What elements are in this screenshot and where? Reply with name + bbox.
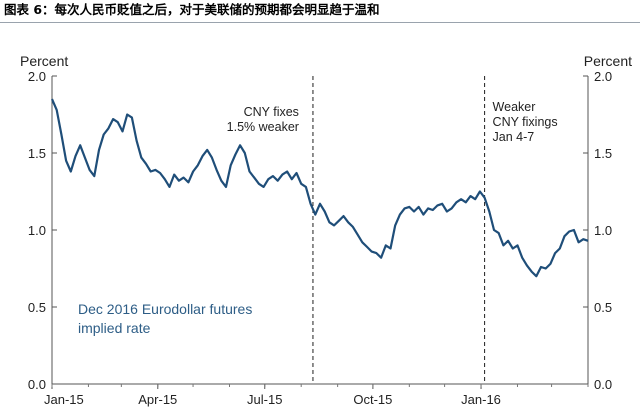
x-tick-label: Jan-16 bbox=[461, 392, 501, 407]
series-line-eurodollar bbox=[50, 98, 589, 278]
event-marker-label: CNY fixings bbox=[493, 115, 558, 129]
title-rule bbox=[0, 22, 640, 23]
y-axis-right: 0.0 0.5 1.0 1.5 2.0 bbox=[583, 69, 612, 392]
y-tick-label-right: 2.0 bbox=[594, 69, 612, 84]
y-axis-right-unit: Percent bbox=[584, 53, 632, 69]
y-tick-label-left: 1.5 bbox=[28, 146, 46, 161]
y-tick-label-right: 0.0 bbox=[594, 377, 612, 392]
x-tick-label: Jan-15 bbox=[44, 392, 84, 407]
series-label-line: Dec 2016 Eurodollar futures bbox=[78, 301, 252, 317]
x-axis: Jan-15 Apr-15 Jul-15 Oct-15 Jan-16 bbox=[44, 384, 589, 407]
y-tick-label-left: 2.0 bbox=[28, 69, 46, 84]
y-tick-label-right: 1.0 bbox=[594, 223, 612, 238]
event-marker-label: Jan 4-7 bbox=[493, 130, 535, 144]
event-marker-label: 1.5% weaker bbox=[227, 120, 299, 134]
y-axis-left: 0.0 0.5 1.0 1.5 2.0 bbox=[28, 69, 57, 392]
y-tick-label-left: 0.5 bbox=[28, 300, 46, 315]
y-axis-left-unit: Percent bbox=[20, 53, 68, 69]
event-marker-label: CNY fixes bbox=[244, 105, 299, 119]
series-label: Dec 2016 Eurodollar futures implied rate bbox=[78, 301, 252, 336]
x-tick-label: Jul-15 bbox=[247, 392, 282, 407]
event-marker-label: Weaker bbox=[493, 100, 536, 114]
series-label-line: implied rate bbox=[78, 320, 151, 336]
y-tick-label-left: 1.0 bbox=[28, 223, 46, 238]
y-tick-label-left: 0.0 bbox=[28, 377, 46, 392]
y-tick-label-right: 0.5 bbox=[594, 300, 612, 315]
y-tick-label-right: 1.5 bbox=[594, 146, 612, 161]
x-tick-label: Oct-15 bbox=[353, 392, 392, 407]
figure-title: 图表 6：每次人民币贬值之后，对于美联储的预期都会明显趋于温和 bbox=[4, 2, 380, 17]
x-tick-label: Apr-15 bbox=[138, 392, 177, 407]
